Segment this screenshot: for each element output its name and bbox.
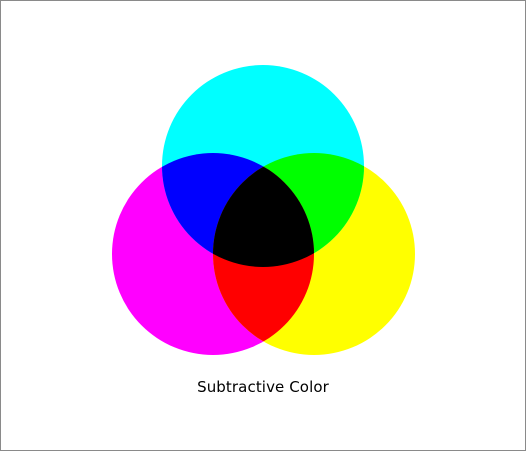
black-overlap-all-three [213, 153, 314, 267]
diagram-caption: Subtractive Color [197, 378, 329, 396]
